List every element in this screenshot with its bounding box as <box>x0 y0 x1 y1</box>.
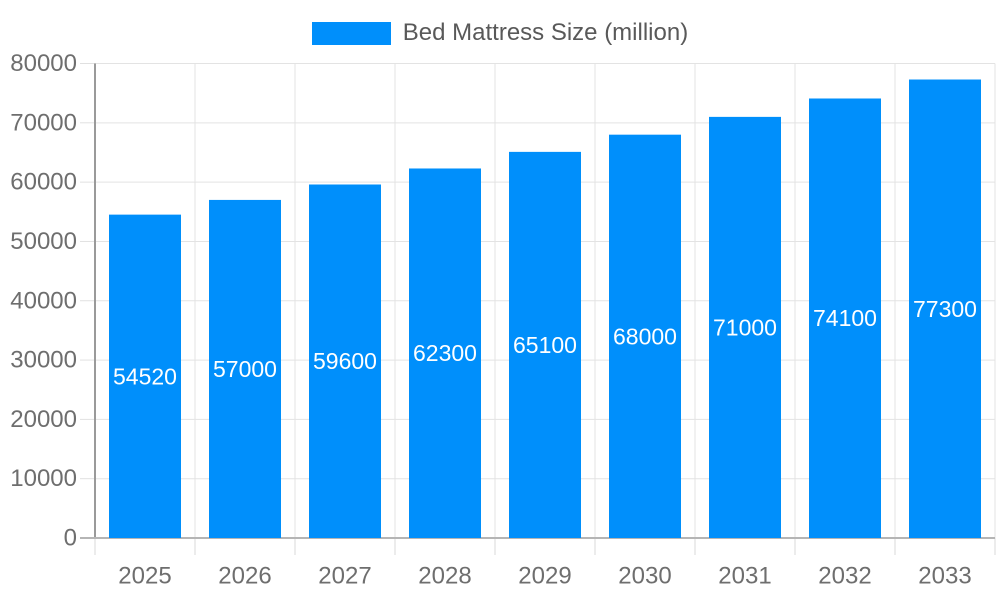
bar-2028[interactable] <box>409 168 481 538</box>
x-tick-label: 2030 <box>618 563 671 590</box>
bar-2025[interactable] <box>109 214 181 539</box>
x-tick-label: 2029 <box>518 563 571 590</box>
bar-value-label: 77300 <box>913 296 977 322</box>
bars-group: 54520 57000 59600 62300 65100 68000 71000 74100… <box>109 79 981 539</box>
legend[interactable]: Bed Mattress Size (million) <box>0 19 1000 47</box>
y-tick-label: 30000 <box>10 347 77 374</box>
x-tick-label: 2027 <box>318 563 371 590</box>
x-tick-label: 2026 <box>218 563 271 590</box>
bar-2032[interactable] <box>809 98 881 538</box>
legend-label: Bed Mattress Size (million) <box>402 19 689 46</box>
bar-value-label: 62300 <box>413 340 477 366</box>
bar-2033[interactable] <box>909 79 981 538</box>
bar-value-label: 68000 <box>613 323 677 349</box>
x-tick-label: 2033 <box>918 563 971 590</box>
x-tick-label: 2028 <box>418 563 471 590</box>
x-tick-label: 2032 <box>818 563 871 590</box>
bar-2029[interactable] <box>509 151 581 539</box>
x-tick-label: 2025 <box>118 563 171 590</box>
y-tick-label: 60000 <box>10 169 77 196</box>
bar-2031[interactable] <box>709 116 781 538</box>
y-tick-label: 40000 <box>10 287 77 314</box>
y-tick-label: 70000 <box>10 109 77 136</box>
bar-value-label: 71000 <box>713 314 777 340</box>
axis-labels-group: 0 10000 20000 30000 40000 50000 60000 70000 8000… <box>10 50 971 590</box>
bar-value-label: 74100 <box>813 305 877 331</box>
y-tick-label: 10000 <box>10 465 77 492</box>
bar-2026[interactable] <box>209 199 281 538</box>
bar-value-label: 65100 <box>513 332 577 358</box>
bar-value-label: 54520 <box>113 363 177 389</box>
y-tick-label: 0 <box>64 525 77 552</box>
bar-value-label: 57000 <box>213 356 277 382</box>
legend-swatch-icon <box>311 21 391 45</box>
x-tick-label: 2031 <box>718 563 771 590</box>
bar-2027[interactable] <box>309 184 381 538</box>
y-tick-label: 80000 <box>10 50 77 77</box>
y-tick-label: 20000 <box>10 406 77 433</box>
bar-2030[interactable] <box>609 134 681 539</box>
y-tick-label: 50000 <box>10 228 77 255</box>
bar-value-label: 59600 <box>313 348 377 374</box>
